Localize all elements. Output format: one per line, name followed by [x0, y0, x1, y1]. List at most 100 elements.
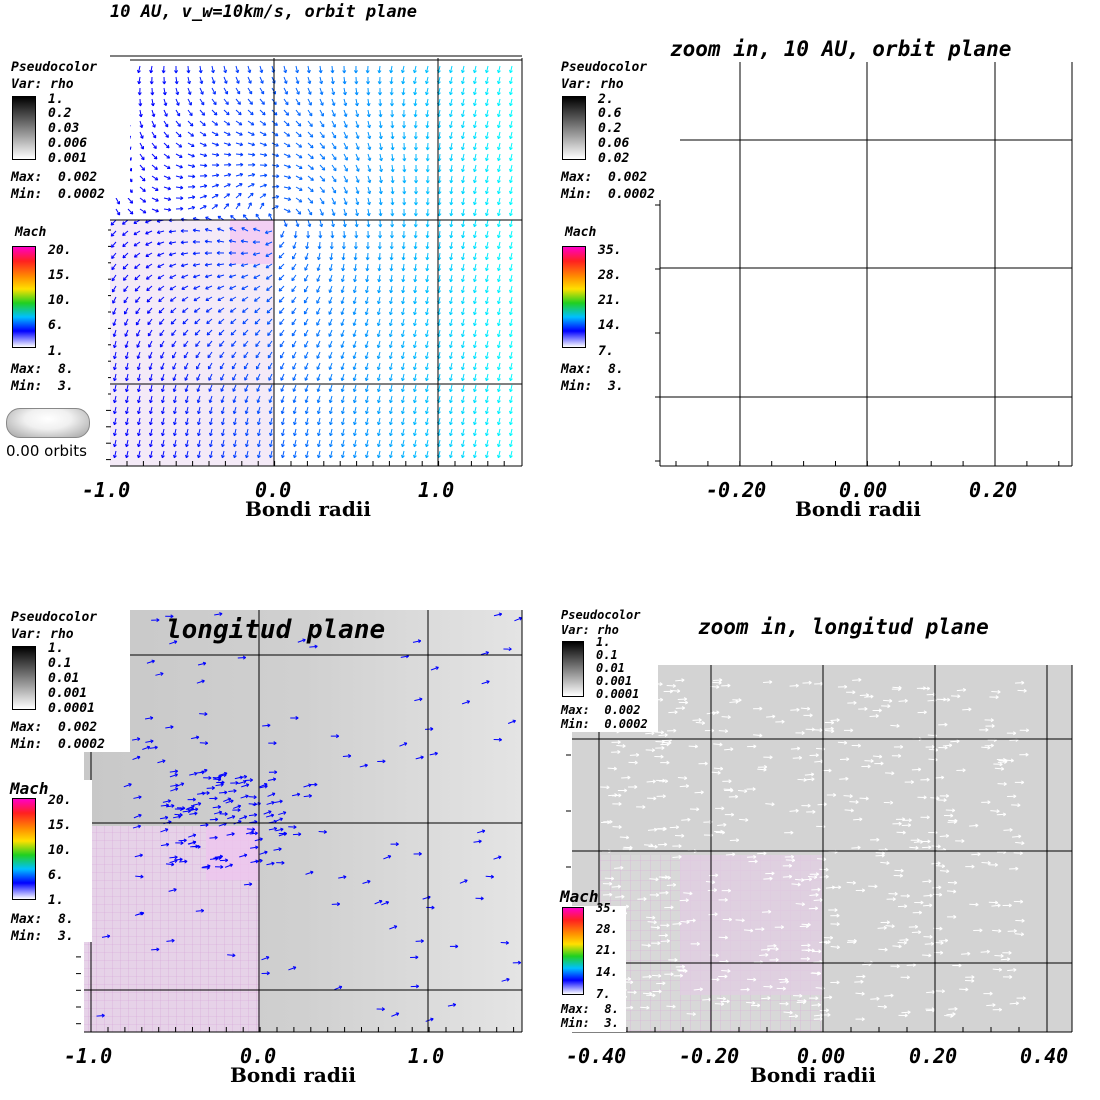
velocity-vector-head — [675, 825, 680, 830]
velocity-vector-head — [168, 241, 173, 245]
velocity-vector-head — [275, 153, 280, 158]
velocity-vector — [377, 384, 381, 392]
velocity-vector — [158, 296, 165, 302]
velocity-vector — [331, 65, 334, 74]
velocity-vector-head — [275, 194, 280, 199]
velocity-vector — [269, 395, 273, 403]
velocity-vector — [233, 428, 237, 436]
velocity-vector — [497, 318, 501, 326]
velocity-vector-head — [355, 201, 360, 206]
velocity-vector — [449, 384, 453, 392]
velocity-vector-head — [994, 900, 999, 905]
panel2-mach-tick: 21. — [598, 293, 622, 308]
velocity-vector-head — [125, 377, 129, 382]
velocity-vector-head — [137, 421, 141, 426]
velocity-vector-head — [995, 695, 999, 700]
velocity-vector-head — [142, 209, 147, 214]
velocity-vector — [329, 263, 333, 271]
velocity-vector — [316, 285, 321, 293]
velocity-vector — [390, 65, 393, 73]
velocity-vector — [693, 988, 703, 991]
velocity-vector — [695, 721, 705, 724]
velocity-vector-head — [377, 289, 381, 294]
velocity-vector-head — [664, 733, 668, 738]
velocity-vector-head — [449, 454, 453, 459]
velocity-vector-head — [610, 876, 615, 881]
velocity-vector — [461, 296, 465, 304]
velocity-vector — [331, 76, 334, 84]
velocity-vector-head — [890, 993, 894, 998]
velocity-vector — [207, 351, 213, 359]
velocity-vector — [206, 307, 213, 313]
panel4-mach-max: Max: 8. — [561, 1002, 619, 1016]
velocity-vector — [619, 836, 629, 839]
velocity-vector — [485, 131, 489, 139]
velocity-vector — [168, 230, 177, 233]
velocity-vector — [319, 208, 324, 216]
time-slider-handle[interactable] — [6, 408, 90, 438]
panel4-mach-tick: 35. — [596, 901, 618, 915]
velocity-vector — [221, 417, 225, 425]
velocity-vector-head — [461, 322, 465, 327]
velocity-vector-head — [227, 142, 232, 147]
velocity-vector-head — [242, 655, 247, 660]
velocity-vector — [365, 340, 369, 348]
velocity-vector-head — [328, 322, 332, 326]
velocity-vector-head — [364, 311, 369, 316]
velocity-vector-head — [218, 320, 222, 325]
velocity-vector — [461, 329, 465, 337]
velocity-vector-head — [341, 432, 345, 437]
velocity-vector-head — [965, 987, 969, 992]
velocity-vector-head — [353, 432, 357, 437]
velocity-vector — [401, 406, 405, 414]
velocity-vector — [317, 450, 321, 458]
velocity-vector — [295, 208, 302, 215]
velocity-vector-head — [211, 69, 215, 74]
velocity-vector-head — [352, 366, 357, 371]
velocity-vector-head — [291, 299, 295, 304]
velocity-vector-head — [985, 727, 989, 732]
velocity-vector — [379, 131, 382, 139]
velocity-vector-head — [340, 300, 345, 305]
velocity-vector — [194, 329, 201, 336]
velocity-vector-head — [227, 183, 231, 187]
velocity-vector — [367, 186, 371, 194]
velocity-vector — [438, 296, 441, 304]
velocity-vector — [211, 131, 219, 136]
panel3-mach-min: Min: 3. — [11, 929, 74, 944]
velocity-vector — [509, 197, 513, 205]
velocity-vector — [473, 450, 477, 458]
velocity-vector-head — [376, 377, 381, 382]
velocity-vector — [485, 362, 489, 370]
velocity-vector — [461, 164, 465, 172]
velocity-vector-head — [366, 81, 370, 85]
velocity-vector-head — [714, 912, 718, 917]
velocity-vector-head — [317, 246, 322, 250]
velocity-vector — [137, 406, 141, 414]
velocity-vector — [381, 901, 389, 906]
velocity-vector — [163, 175, 171, 180]
velocity-vector-head — [509, 421, 513, 426]
velocity-vector — [241, 784, 250, 788]
velocity-vector — [355, 120, 359, 128]
velocity-vector — [497, 230, 501, 238]
velocity-vector — [134, 285, 141, 292]
velocity-vector-head — [304, 333, 308, 337]
velocity-vector-head — [304, 278, 308, 282]
velocity-vector-head — [609, 819, 613, 824]
velocity-vector-head — [250, 111, 254, 116]
velocity-vector — [329, 274, 333, 282]
velocity-vector-head — [509, 179, 513, 184]
velocity-vector-head — [116, 211, 121, 216]
velocity-vector-head — [178, 144, 183, 148]
velocity-vector-head — [473, 212, 477, 217]
velocity-vector — [497, 439, 501, 447]
velocity-vector-head — [274, 770, 278, 775]
velocity-vector-head — [146, 298, 151, 303]
velocity-vector — [262, 724, 271, 727]
velocity-vector-head — [401, 103, 406, 107]
velocity-vector-head — [425, 113, 430, 118]
velocity-vector — [343, 142, 348, 150]
velocity-vector — [247, 65, 251, 73]
velocity-vector — [401, 395, 405, 403]
